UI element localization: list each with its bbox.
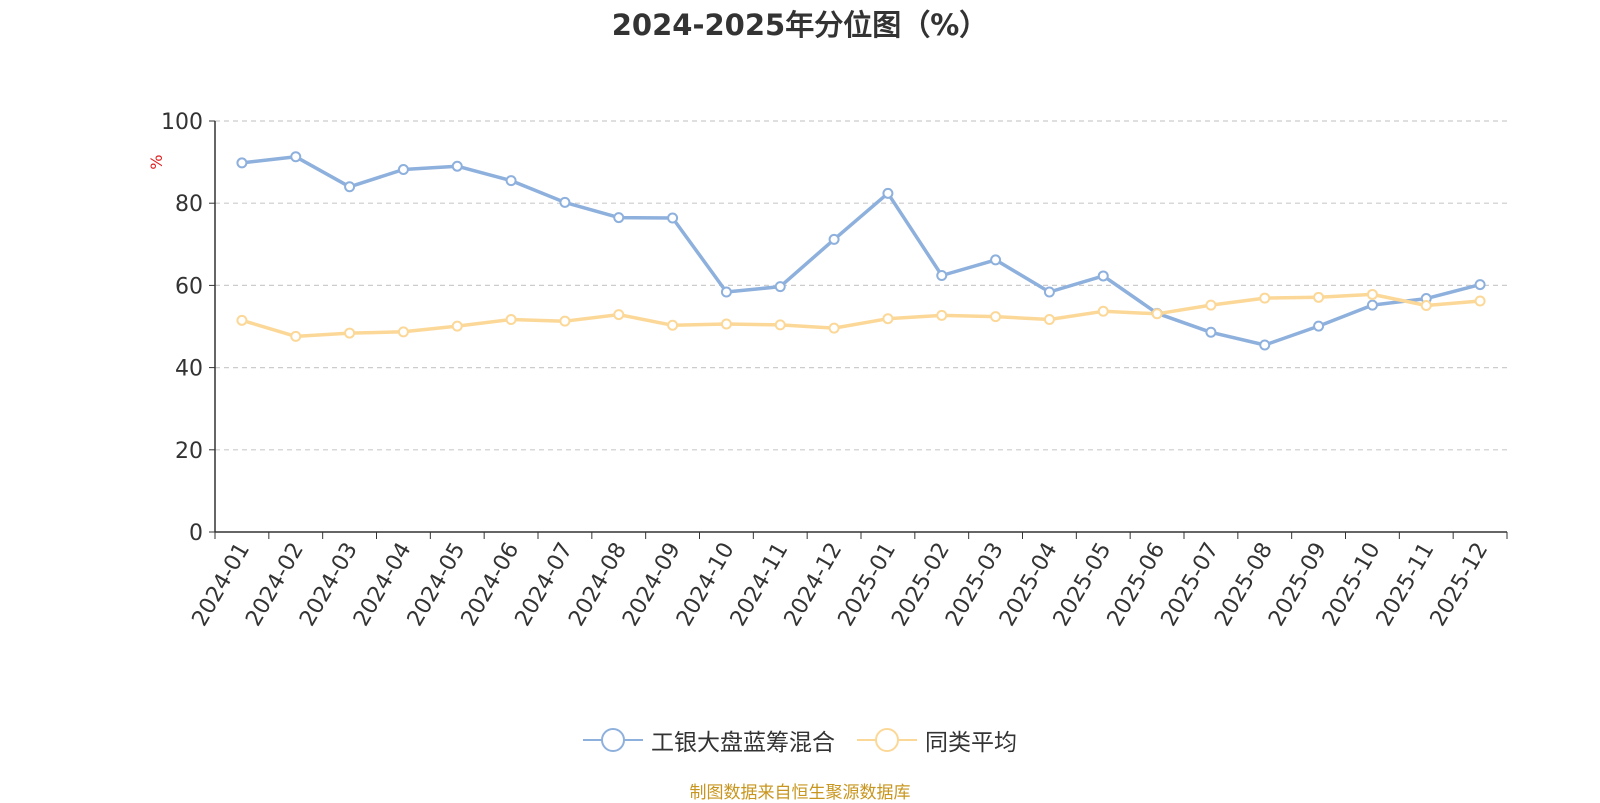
data-point-series-0 — [290, 151, 302, 163]
data-point-series-1 — [1420, 300, 1432, 312]
legend-item-series-1[interactable]: 同类平均 — [857, 723, 1017, 757]
data-point-series-0 — [613, 212, 625, 224]
data-point-series-1 — [1366, 288, 1378, 300]
series-line-0 — [241, 155, 1481, 347]
data-point-series-1 — [1151, 308, 1163, 320]
data-point-series-1 — [1043, 314, 1055, 326]
data-point-series-1 — [290, 330, 302, 342]
y-tick-label: 20 — [175, 439, 203, 464]
data-point-series-1 — [936, 309, 948, 321]
y-tick-label: 100 — [161, 110, 203, 135]
data-point-series-0 — [720, 286, 732, 298]
data-point-series-0 — [1259, 339, 1271, 351]
data-point-series-0 — [505, 175, 517, 187]
legend-marker-series-0 — [583, 728, 643, 752]
legend-label-series-1: 同类平均 — [925, 730, 1017, 756]
data-point-series-1 — [667, 319, 679, 331]
data-point-series-1 — [613, 309, 625, 321]
chart-title: 2024-2025年分位图（%） — [611, 8, 989, 42]
data-point-series-0 — [1366, 299, 1378, 311]
data-point-series-1 — [1097, 305, 1109, 317]
data-point-series-1 — [1205, 299, 1217, 311]
data-point-series-1 — [774, 319, 786, 331]
data-point-series-0 — [1097, 270, 1109, 282]
legend-marker-series-1 — [857, 728, 917, 752]
data-point-series-0 — [667, 212, 679, 224]
data-point-series-1 — [505, 314, 517, 326]
y-tick-label: 80 — [175, 192, 203, 217]
data-point-series-0 — [828, 233, 840, 245]
data-point-series-0 — [1043, 286, 1055, 298]
data-point-series-0 — [774, 281, 786, 293]
data-point-series-0 — [344, 181, 356, 193]
data-point-series-0 — [559, 196, 571, 208]
data-point-series-1 — [828, 322, 840, 334]
data-point-series-1 — [559, 315, 571, 327]
data-point-series-0 — [1205, 326, 1217, 338]
data-point-series-1 — [344, 327, 356, 339]
data-point-series-1 — [236, 314, 248, 326]
y-tick-label: 0 — [189, 521, 203, 546]
y-tick-label: 60 — [175, 274, 203, 299]
data-point-series-1 — [1474, 295, 1486, 307]
legend-item-series-0[interactable]: 工银大盘蓝筹混合 — [583, 723, 835, 757]
y-axis-label: % — [147, 154, 166, 169]
data-point-series-1 — [1259, 292, 1271, 304]
data-point-series-1 — [990, 311, 1002, 323]
data-point-series-1 — [720, 318, 732, 330]
data-point-series-0 — [1313, 320, 1325, 332]
data-point-series-1 — [882, 313, 894, 325]
data-point-series-0 — [236, 157, 248, 169]
data-point-series-0 — [990, 254, 1002, 266]
data-point-series-0 — [936, 270, 948, 282]
data-point-series-0 — [882, 187, 894, 199]
data-point-series-0 — [397, 163, 409, 175]
data-point-series-1 — [397, 326, 409, 338]
data-point-series-1 — [451, 320, 463, 332]
data-point-series-1 — [1313, 291, 1325, 303]
legend: 工银大盘蓝筹混合 同类平均 — [0, 720, 1600, 760]
series-line-1 — [241, 292, 1481, 339]
legend-label-series-0: 工银大盘蓝筹混合 — [651, 730, 835, 756]
y-tick-label: 40 — [175, 357, 203, 382]
data-point-series-0 — [1474, 279, 1486, 291]
data-point-series-0 — [451, 160, 463, 172]
data-source-note: 制图数据来自恒生聚源数据库 — [689, 783, 911, 803]
